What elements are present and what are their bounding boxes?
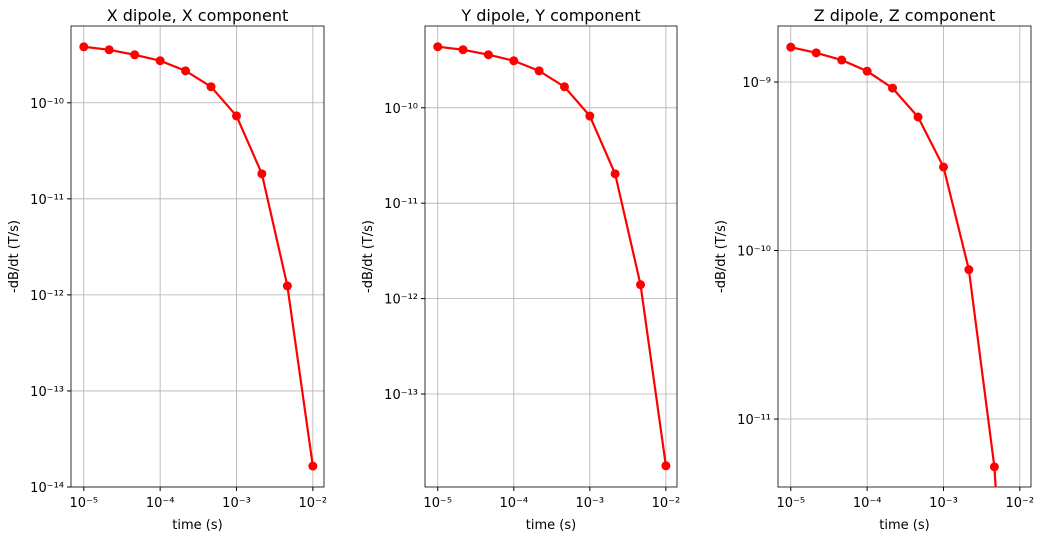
x-tick-label: 10⁻⁴ (146, 496, 175, 511)
data-point (104, 45, 114, 55)
x-tick-label: 10⁻⁴ (853, 496, 882, 511)
data-line (437, 45, 667, 466)
data-point (636, 280, 646, 290)
y-tick-label: 10⁻¹² (384, 293, 418, 308)
data-point (155, 56, 165, 66)
y-tick-label: 10⁻¹² (30, 289, 64, 304)
data-point (181, 66, 191, 76)
chart-title: X dipole, X component (107, 6, 289, 25)
y-tick-label: 10⁻¹¹ (384, 197, 418, 212)
plot-area (786, 42, 999, 487)
y-tick-label: 10⁻⁹ (742, 76, 771, 91)
x-tick-label: 10⁻⁵ (776, 496, 805, 511)
data-point (509, 56, 519, 66)
chart-title: Y dipole, Y component (460, 6, 640, 25)
data-point (433, 42, 443, 52)
y-axis-label: -dB/dt (T/s) (361, 220, 376, 293)
x-tick-label: 10⁻² (1006, 496, 1035, 511)
data-point (938, 162, 948, 172)
axes-frame (777, 25, 1032, 488)
data-point (610, 169, 620, 179)
data-point (79, 42, 89, 52)
y-tick-label: 10⁻¹¹ (30, 193, 64, 208)
chart-title: Z dipole, Z component (814, 6, 996, 25)
x-tick-label: 10⁻⁵ (69, 496, 98, 511)
y-axis-label: -dB/dt (T/s) (714, 220, 729, 293)
x-axis-label: time (s) (172, 518, 222, 533)
data-point (231, 111, 241, 121)
y-tick-label: 10⁻¹⁴ (30, 481, 64, 496)
plot-area (433, 42, 671, 471)
x-tick-label: 10⁻³ (929, 496, 958, 511)
x-axis-label: time (s) (879, 518, 929, 533)
subplot: 10⁻⁵ 10⁻⁴ 10⁻³ 10⁻² 10⁻¹¹ 10⁻¹⁰ 10⁻⁹ Z dipole, … (714, 6, 1035, 533)
data-point (282, 281, 292, 291)
data-point (559, 82, 569, 92)
data-point (837, 55, 847, 65)
x-tick-label: 10⁻² (652, 496, 681, 511)
y-tick-label: 10⁻¹⁰ (737, 245, 771, 260)
data-point (206, 82, 216, 92)
data-point (534, 66, 544, 76)
y-tick-label: 10⁻¹⁰ (30, 97, 64, 112)
data-point (483, 50, 493, 60)
y-tick-label: 10⁻¹³ (384, 388, 418, 403)
y-axis-label: -dB/dt (T/s) (7, 220, 22, 293)
subplot: 10⁻⁵ 10⁻⁴ 10⁻³ 10⁻² 10⁻¹³ 10⁻¹² 10⁻¹¹ 10⁻¹⁰ Y di… (361, 6, 680, 533)
x-tick-label: 10⁻³ (222, 496, 251, 511)
axes-frame (70, 25, 325, 488)
data-point (913, 112, 923, 122)
x-tick-label: 10⁻³ (576, 496, 605, 511)
x-tick-label: 10⁻² (299, 496, 328, 511)
y-tick-label: 10⁻¹⁰ (384, 102, 418, 117)
data-point (989, 462, 999, 472)
data-point (888, 83, 898, 93)
subplot: 10⁻⁵ 10⁻⁴ 10⁻³ 10⁻² 10⁻¹⁴ 10⁻¹³ 10⁻¹² 10⁻¹¹ 10⁻¹… (7, 6, 327, 533)
data-point (661, 461, 671, 471)
data-point (786, 42, 796, 52)
data-point (130, 50, 140, 60)
data-point (308, 461, 318, 471)
x-tick-label: 10⁻⁵ (423, 496, 452, 511)
x-axis-label: time (s) (526, 518, 576, 533)
y-tick-label: 10⁻¹¹ (737, 413, 771, 428)
data-point (257, 169, 267, 179)
data-point (862, 66, 872, 76)
plot-area (79, 42, 318, 471)
data-line (83, 45, 314, 467)
x-tick-label: 10⁻⁴ (499, 496, 528, 511)
data-point (458, 45, 468, 55)
data-line (790, 46, 997, 487)
data-point (585, 111, 595, 121)
y-tick-label: 10⁻¹³ (30, 385, 64, 400)
data-point (964, 265, 974, 275)
axes-frame (424, 25, 678, 488)
data-point (811, 48, 821, 58)
